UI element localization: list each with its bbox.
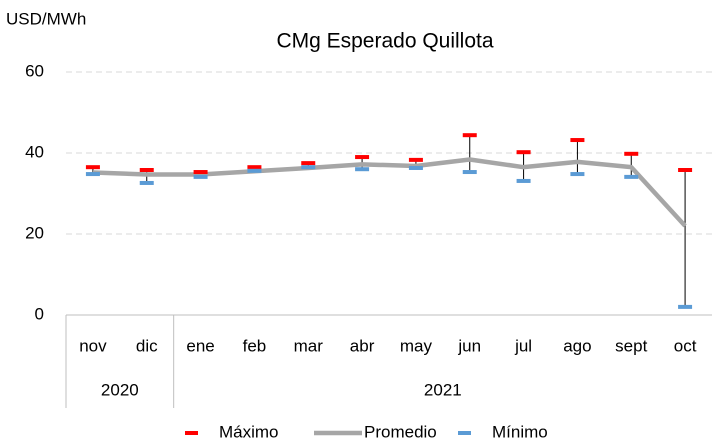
x-tick-label: jun bbox=[457, 336, 481, 355]
x-tick-label: sept bbox=[615, 336, 647, 355]
x-tick-label: abr bbox=[350, 336, 375, 355]
x-tick-label: ene bbox=[186, 336, 214, 355]
legend-label: Promedio bbox=[364, 422, 437, 441]
x-group-label: 2020 bbox=[101, 380, 139, 399]
y-axis-label: USD/MWh bbox=[6, 9, 86, 28]
x-tick-label: oct bbox=[674, 336, 697, 355]
x-tick-label: ago bbox=[563, 336, 591, 355]
x-tick-label: mar bbox=[294, 336, 324, 355]
x-tick-label: dic bbox=[136, 336, 158, 355]
x-group-label: 2021 bbox=[424, 380, 462, 399]
line-series bbox=[92, 157, 687, 228]
legend-label: Mínimo bbox=[492, 422, 548, 441]
y-tick-label: 0 bbox=[35, 304, 44, 323]
legend-label: Máximo bbox=[219, 422, 279, 441]
y-tick-label: 40 bbox=[25, 142, 44, 161]
x-tick-label: nov bbox=[79, 336, 107, 355]
chart-title: CMg Esperado Quillota bbox=[276, 30, 493, 53]
x-tick-label: jul bbox=[514, 336, 532, 355]
y-tick-label: 60 bbox=[25, 61, 44, 80]
y-tick-label: 20 bbox=[25, 223, 44, 242]
x-tick-label: feb bbox=[243, 336, 267, 355]
x-tick-label: may bbox=[400, 336, 433, 355]
